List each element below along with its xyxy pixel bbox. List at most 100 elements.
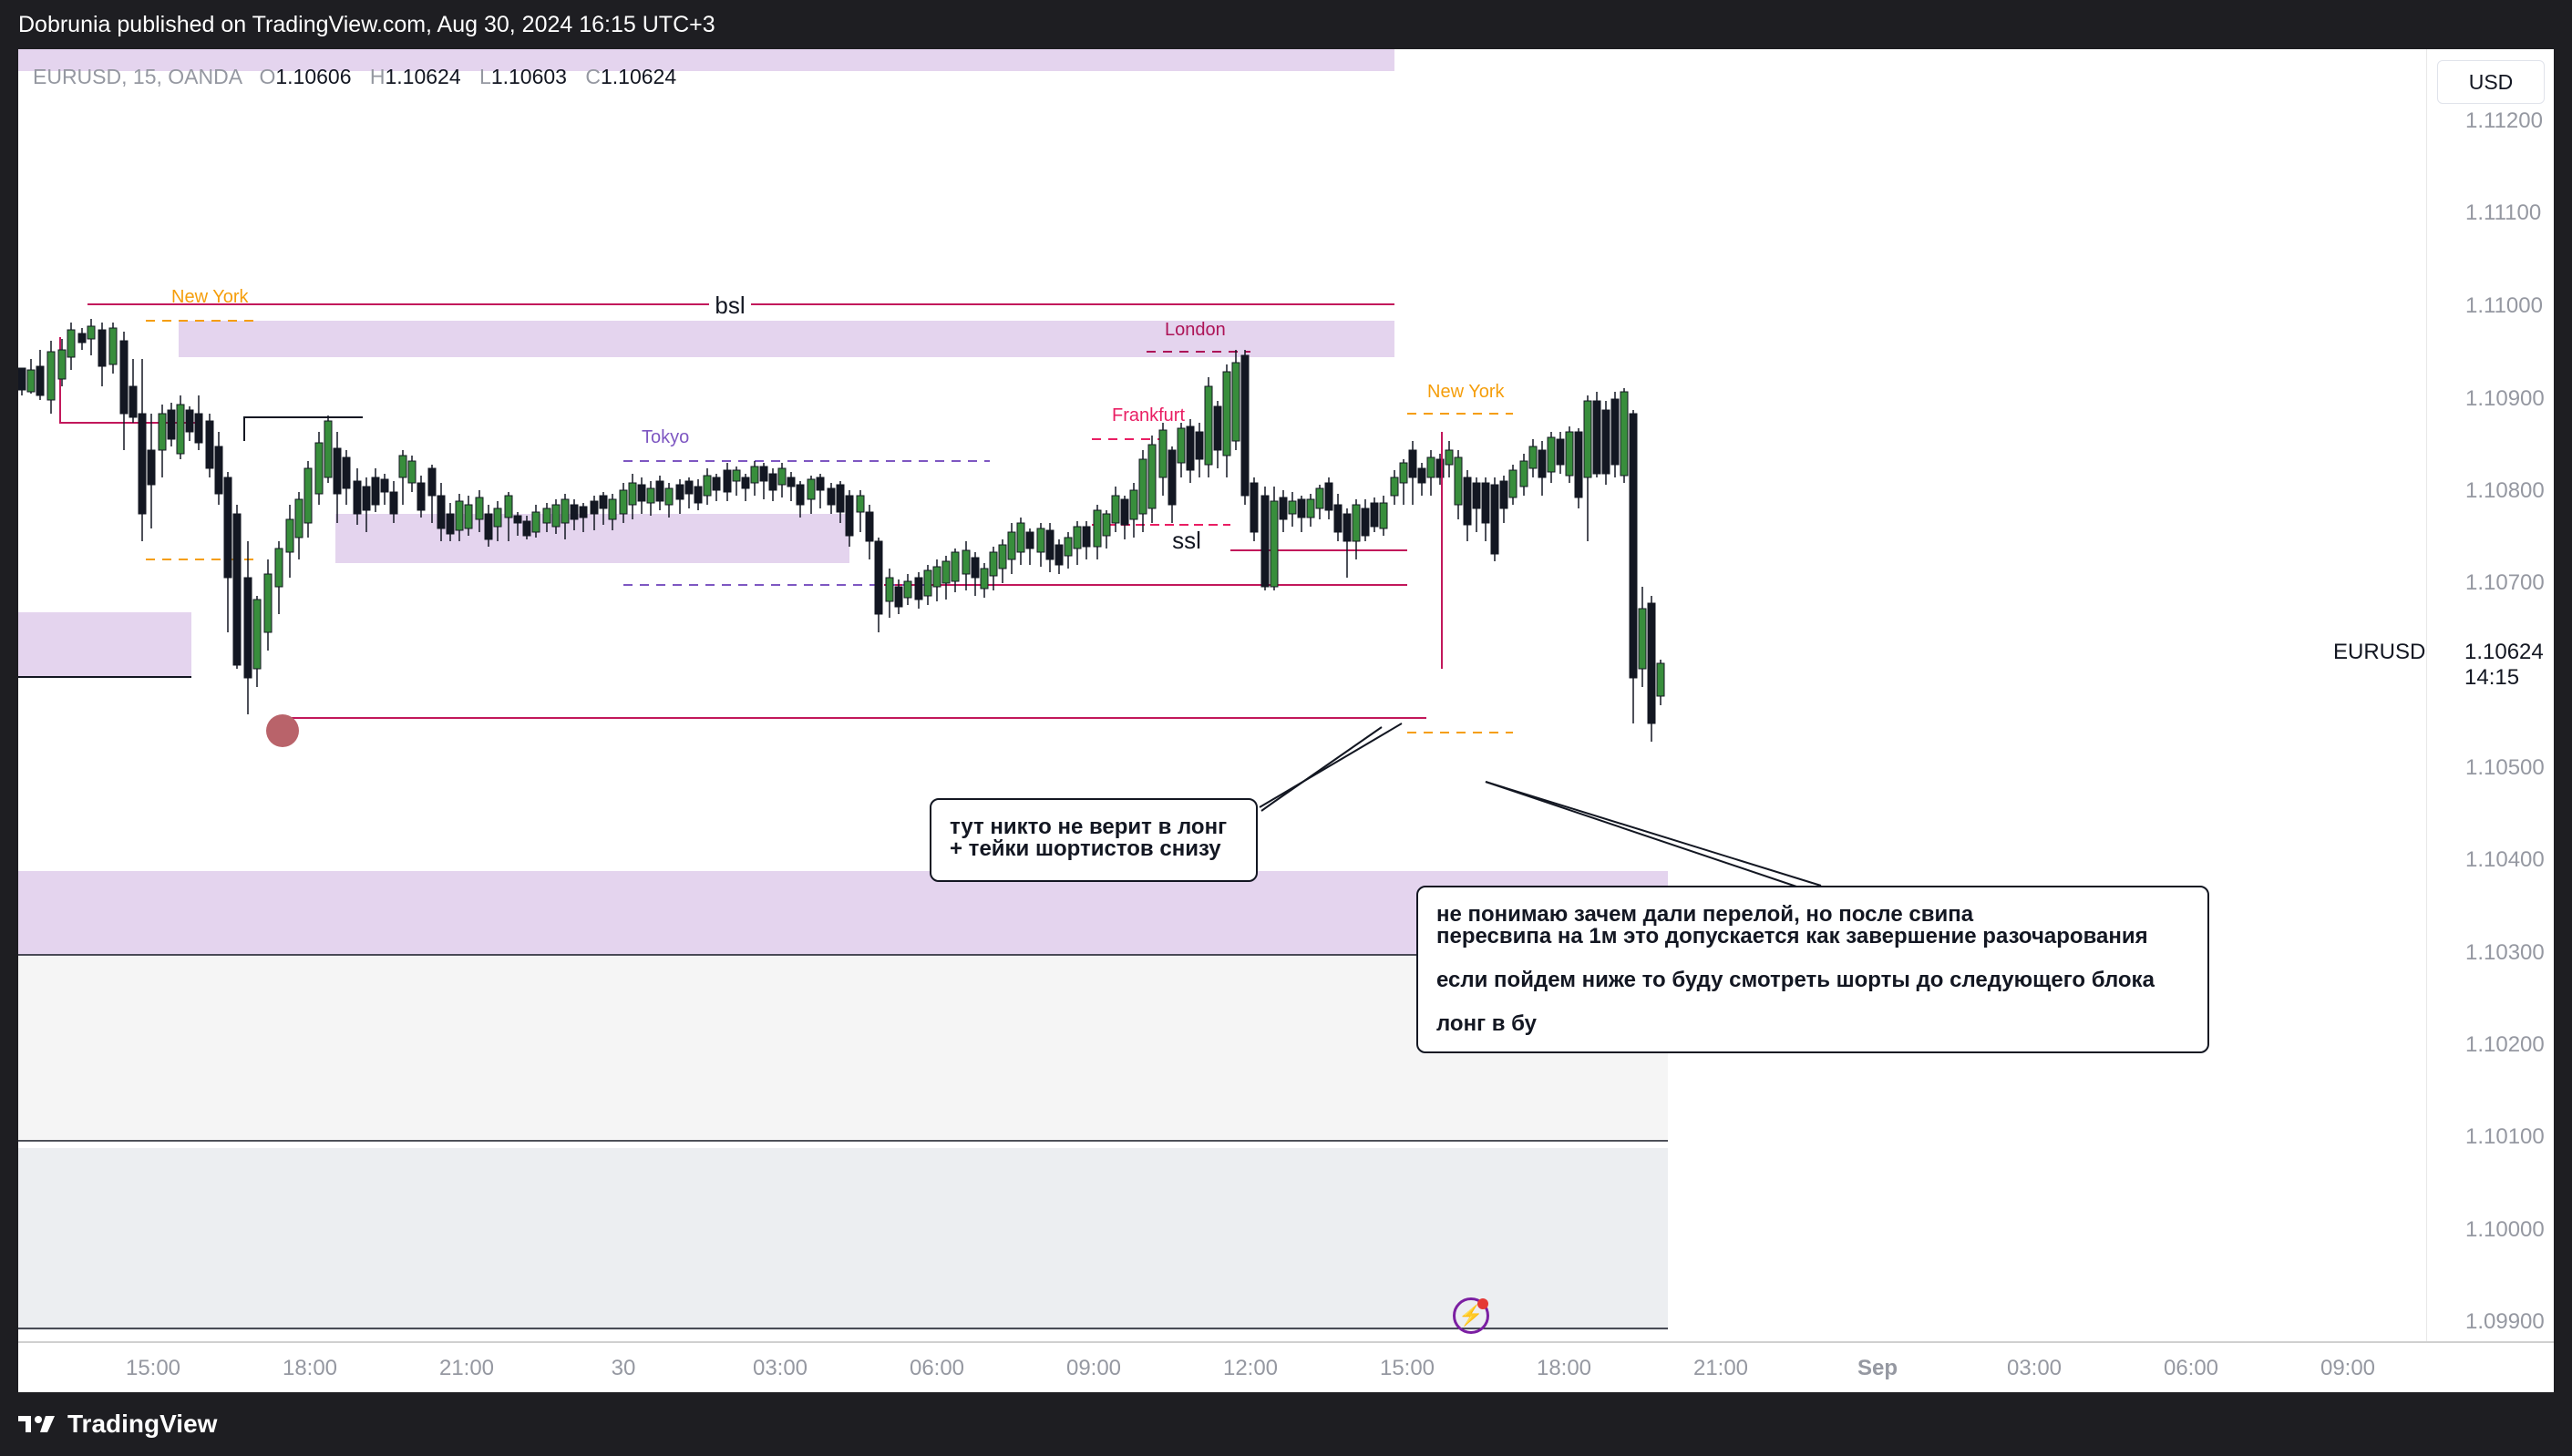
candle-body-up <box>1231 362 1240 442</box>
candle-body-up <box>294 498 303 538</box>
candle-body-up <box>158 413 167 451</box>
candle-body-up <box>989 551 998 577</box>
candle-body-up <box>998 544 1007 569</box>
session-label: Tokyo <box>642 427 689 447</box>
candle-body-down <box>371 477 380 506</box>
candle-body-down <box>741 477 750 489</box>
zone-demand-left <box>18 612 191 676</box>
candle-body-up <box>46 351 56 401</box>
candle-body-down <box>205 420 214 469</box>
candle-body-down <box>427 467 437 497</box>
note-right-line: если пойдем ниже то буду смотреть шорты … <box>1436 968 2155 992</box>
candle-body-up <box>1565 431 1574 477</box>
price-chart[interactable]: bsl ssl New York Tokyo London Frankfurt New Yo… <box>18 49 2426 1341</box>
candle-body-up <box>1306 498 1315 518</box>
candle-body-up <box>1445 449 1454 466</box>
candle-body-up <box>1016 522 1025 553</box>
time-axis[interactable]: 15:00 18:00 21:00 30 03:00 06:00 09:00 1… <box>18 1341 2554 1392</box>
candle-body-up <box>314 442 324 495</box>
candle-body-up <box>1508 469 1517 498</box>
candle-body-down <box>579 506 588 518</box>
candle-body-up <box>619 489 628 515</box>
price-tick: 1.10700 <box>2465 570 2545 595</box>
candle-body-down <box>1361 508 1370 537</box>
candle-body-down <box>1417 467 1426 484</box>
candle-body-up <box>1315 487 1324 509</box>
candle-body-up <box>274 548 283 588</box>
time-tick: 12:00 <box>1222 1356 1279 1380</box>
candle-body-down <box>194 413 203 444</box>
session-label: Frankfurt <box>1112 405 1185 426</box>
candle-body-down <box>1343 513 1352 542</box>
time-tick: 06:00 <box>2163 1356 2219 1380</box>
last-price-label: 1.10624 <box>2464 640 2544 664</box>
candle-body-down <box>353 480 362 515</box>
tradingview-icon <box>18 1416 55 1432</box>
candle-body-up <box>407 460 417 484</box>
ssl-label: ssl <box>1172 527 1201 554</box>
tradingview-logo[interactable]: TradingView <box>18 1410 217 1439</box>
candle-body-down <box>36 365 45 396</box>
candle-body-down <box>129 385 138 418</box>
candle-body-down <box>1260 495 1270 588</box>
note-right[interactable]: не понимаю зачем дали перелой, но после … <box>1416 886 2209 1053</box>
candle-body-up <box>903 580 912 599</box>
time-tick: 15:00 <box>125 1356 181 1380</box>
candle-body-up <box>923 569 932 597</box>
candle-body-down <box>167 409 176 440</box>
candle-body-down <box>1279 497 1288 520</box>
candle-body-up <box>1352 504 1361 542</box>
note-right-line: не понимаю зачем дали перелой, но после … <box>1436 902 1974 927</box>
candle-body-up <box>504 495 513 518</box>
candle-body-down <box>1195 431 1204 460</box>
candle-body-down <box>522 520 531 537</box>
candle-body-up <box>176 404 185 455</box>
publisher-text: Dobrunia published on TradingView.com, A… <box>18 11 715 37</box>
candle-body-up <box>856 495 865 513</box>
candle-body-up <box>464 504 473 529</box>
candle-body-down <box>1082 526 1091 548</box>
price-tick: 1.10200 <box>2465 1032 2545 1057</box>
candle-body-up <box>1073 526 1082 549</box>
candle-body-down <box>1601 409 1610 475</box>
session-label: New York <box>1427 382 1505 402</box>
candle-body-up <box>885 577 894 602</box>
price-tick: 1.10500 <box>2465 755 2545 780</box>
candle-body-down <box>1574 431 1583 498</box>
candle-body-up <box>1158 429 1168 478</box>
candle-body-down <box>243 577 252 679</box>
candle-body-down <box>694 486 703 504</box>
candle-body-down <box>484 513 493 540</box>
candle-body-down <box>223 477 232 579</box>
candle-body-up <box>732 469 741 482</box>
note-left[interactable]: тут никто не верит в лонг + тейки шортис… <box>930 798 1258 882</box>
time-tick: 03:00 <box>752 1356 808 1380</box>
notification-dot <box>1477 1298 1488 1309</box>
note-right-pointer-2 <box>1485 781 1822 887</box>
currency-button[interactable]: USD <box>2437 60 2545 104</box>
time-tick: 30 <box>611 1356 636 1380</box>
candle-body-up <box>1528 446 1538 469</box>
zone-demand-mid <box>335 514 849 563</box>
candle-body-down <box>147 449 156 486</box>
candle-body-down <box>759 466 768 482</box>
candle-body-up <box>932 566 941 588</box>
price-axis[interactable]: 1.11200 1.11100 1.11000 1.10900 1.10800 … <box>2426 49 2554 1341</box>
symbol-price-label: EURUSD <box>2333 640 2426 664</box>
candle-body-up <box>1288 500 1297 515</box>
candle-body-up <box>1102 513 1111 537</box>
candle-body-down <box>380 478 389 493</box>
candle-body-up <box>1138 458 1147 515</box>
price-tick: 1.10000 <box>2465 1217 2545 1242</box>
candle-body-up <box>1177 427 1186 464</box>
candle-body-down <box>1408 449 1417 478</box>
candle-body-down <box>1120 498 1129 526</box>
chart-area[interactable]: bsl ssl New York Tokyo London Frankfurt New Yo… <box>18 49 2554 1392</box>
lightning-icon[interactable]: ⚡ <box>1453 1297 1489 1334</box>
candle-body-up <box>263 573 273 633</box>
candle-body-down <box>971 557 980 579</box>
note-left-pointer-2 <box>1259 723 1403 808</box>
candle-body-up <box>980 568 989 590</box>
candle-body-down <box>1168 449 1177 506</box>
candle-body-down <box>437 495 446 529</box>
